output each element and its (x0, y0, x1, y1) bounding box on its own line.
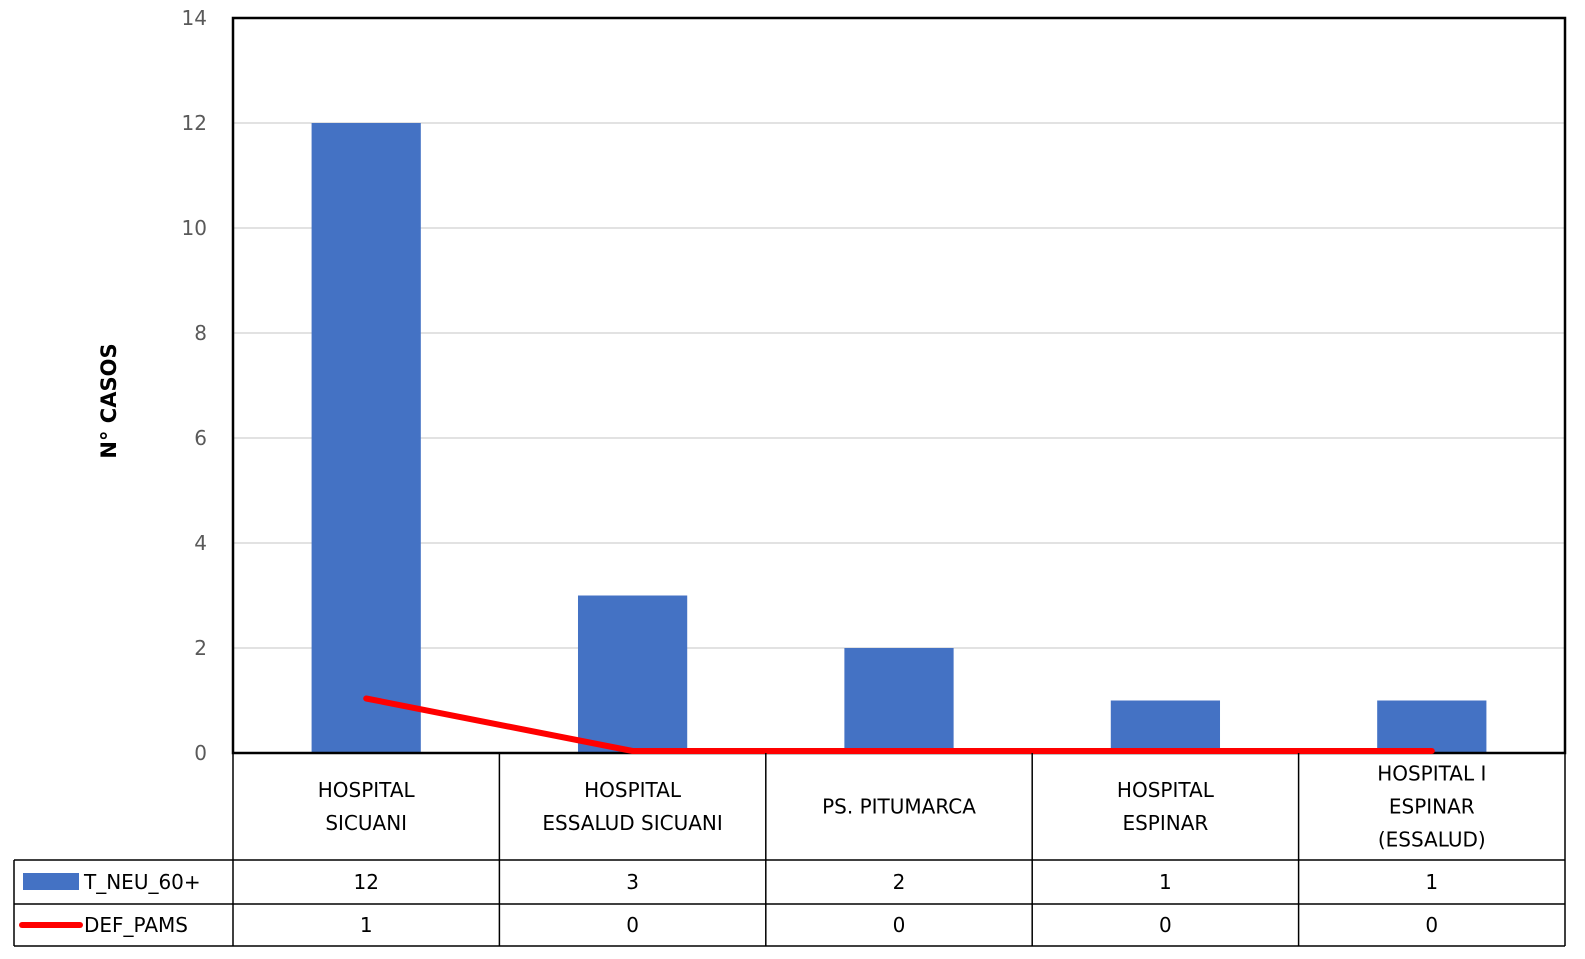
bar (577, 595, 688, 753)
category-label: HOSPITAL (318, 778, 416, 802)
y-tick-label: 4 (194, 531, 207, 555)
data-table-value: 0 (626, 913, 639, 937)
plot-border (231, 16, 1567, 755)
legend-label: DEF_PAMS (84, 913, 188, 937)
y-tick-label: 14 (182, 6, 207, 30)
data-table-value: 1 (1425, 870, 1438, 894)
category-label: ESPINAR (1389, 795, 1475, 819)
gridlines (233, 122, 1565, 649)
y-tick-label: 6 (194, 426, 207, 450)
y-axis-ticks: 0 2 4 6 8 10 12 14 (182, 6, 207, 765)
bar (311, 123, 421, 753)
y-axis-label: N° CASOS (97, 343, 121, 458)
bar (844, 648, 954, 753)
category-label: SICUANI (325, 811, 407, 835)
y-tick-label: 2 (194, 636, 207, 660)
data-table-value: 2 (893, 870, 906, 894)
category-label: ESSALUD SICUANI (542, 811, 722, 835)
data-table-value: 0 (893, 913, 906, 937)
y-tick-label: 0 (194, 741, 207, 765)
category-label: (ESSALUD) (1378, 828, 1486, 852)
legend-key-bar (23, 873, 79, 890)
y-tick-label: 12 (182, 111, 207, 135)
data-table: HOSPITAL SICUANI HOSPITAL ESSALUD SICUANI PS… (13, 753, 1566, 947)
y-tick-label: 10 (182, 216, 207, 240)
data-table-value: 12 (353, 870, 378, 894)
bar (1377, 700, 1487, 753)
category-label: HOSPITAL (584, 778, 682, 802)
series-line (363, 695, 1435, 754)
legend-label: T_NEU_60+ (83, 870, 201, 894)
bar (1110, 700, 1221, 753)
category-label: HOSPITAL (1117, 778, 1215, 802)
plot-frame (231, 16, 1567, 755)
data-table-value: 1 (1159, 870, 1172, 894)
category-label: PS. PITUMARCA (822, 795, 976, 819)
data-table-value: 3 (626, 870, 639, 894)
line-series (363, 695, 1435, 754)
category-label: HOSPITAL I (1377, 762, 1486, 786)
data-table-value: 0 (1425, 913, 1438, 937)
bars (311, 123, 1487, 753)
y-tick-label: 8 (194, 321, 207, 345)
data-table-value: 1 (360, 913, 373, 937)
data-table-value: 0 (1159, 913, 1172, 937)
category-label: ESPINAR (1122, 811, 1208, 835)
